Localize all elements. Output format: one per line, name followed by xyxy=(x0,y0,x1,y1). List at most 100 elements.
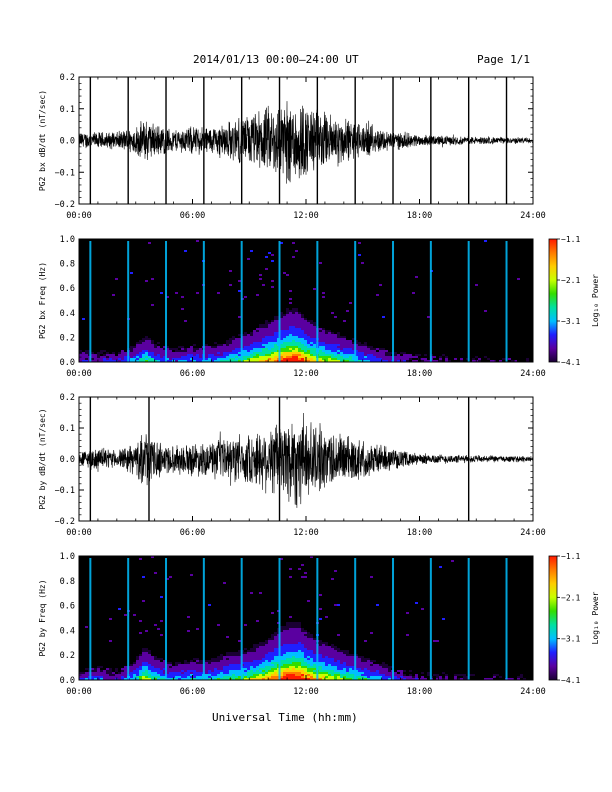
spectrogram-cell xyxy=(286,656,289,658)
spectrogram-cell xyxy=(307,676,310,678)
spectrogram-cell xyxy=(250,678,253,680)
spectrogram-cell xyxy=(151,664,154,666)
spectrogram-cell xyxy=(232,350,235,352)
spectrogram-cell xyxy=(211,676,214,678)
spectrogram-cell xyxy=(145,358,148,360)
spectrogram-cell xyxy=(124,360,127,362)
y-tick-label: 0.4 xyxy=(60,626,75,636)
spectrogram-cell xyxy=(286,352,289,354)
spectrogram-cell xyxy=(343,672,346,674)
spectrogram-cell xyxy=(289,342,292,344)
spectrogram-cell xyxy=(193,676,196,678)
spectrogram-cell xyxy=(151,340,154,342)
spectrogram-cell xyxy=(268,660,271,662)
spectrogram-cell xyxy=(328,646,331,648)
spectrogram-cell xyxy=(271,332,274,334)
spectrogram-cell xyxy=(181,352,184,354)
spectrogram-cell xyxy=(247,660,250,662)
spectrogram-cell xyxy=(262,324,265,326)
spectrogram-cell xyxy=(223,346,226,348)
spectrogram-cell xyxy=(277,638,280,640)
spectrogram-cell xyxy=(274,668,277,670)
spectrogram-cell xyxy=(268,670,271,672)
spectrogram-cell xyxy=(259,330,262,332)
spectrogram-cell xyxy=(91,356,94,358)
spectrogram-cell xyxy=(367,360,370,362)
spectrogram-cell xyxy=(271,678,274,680)
spectrogram-cell xyxy=(265,352,268,354)
spectrogram-cell xyxy=(265,358,268,360)
spectrogram-cell xyxy=(295,666,298,668)
spectrogram-cell xyxy=(301,676,304,678)
spectrogram-cell xyxy=(247,338,250,340)
spectrogram-cell xyxy=(346,668,349,670)
spectrogram-cell xyxy=(265,650,268,652)
spectrogram-cell xyxy=(394,358,397,360)
spectrogram-cell xyxy=(310,638,313,640)
spectrogram-cell xyxy=(286,320,289,322)
spectrogram-cell xyxy=(319,338,322,340)
spectrogram-cell xyxy=(274,318,277,320)
spectrogram-cell xyxy=(289,330,292,332)
spectrogram-cell xyxy=(421,360,424,362)
spectrogram-cell xyxy=(85,676,88,678)
spectrogram-cell xyxy=(244,354,247,356)
spectrogram-cell xyxy=(157,666,160,668)
spectrogram-cell xyxy=(334,660,337,662)
spectrogram-cell xyxy=(364,346,367,348)
spectrogram-cell xyxy=(310,352,313,354)
spectrogram-cell xyxy=(346,676,349,678)
spectrogram-cell xyxy=(250,664,253,666)
spectrogram-cell xyxy=(313,660,316,662)
spectrogram-cell xyxy=(343,354,346,356)
spectrogram-cell xyxy=(358,350,361,352)
spectrogram-cell xyxy=(148,242,151,244)
spectrogram-cell xyxy=(262,336,265,338)
spectrogram-cell xyxy=(133,358,136,360)
spectrogram-cell xyxy=(310,332,313,334)
spectrogram-cell xyxy=(328,676,331,678)
spectrogram-cell xyxy=(283,670,286,672)
spectrogram-cell xyxy=(82,356,85,358)
spectrogram-cell xyxy=(253,656,256,658)
spectrogram-cell xyxy=(103,676,106,678)
spectrogram-cell xyxy=(220,356,223,358)
spectrogram-cell xyxy=(277,356,280,358)
spectrogram-cell xyxy=(253,648,256,650)
spectrogram-cell xyxy=(247,356,250,358)
spectrogram-cell xyxy=(349,342,352,344)
spectrogram-cell xyxy=(412,356,415,358)
spectrogram-cell xyxy=(217,356,220,358)
spectrogram-cell xyxy=(238,672,241,674)
spectrogram-cell xyxy=(259,652,262,654)
spectrogram-cell xyxy=(205,354,208,356)
spectrogram-cell xyxy=(298,662,301,664)
spectrogram-cell xyxy=(100,676,103,678)
spectrogram-cell xyxy=(517,678,520,680)
spectrogram-cell xyxy=(256,346,259,348)
spectrogram-cell xyxy=(373,672,376,674)
spectrogram-cell xyxy=(256,328,259,330)
spectrogram-cell xyxy=(331,648,334,650)
spectrogram-cell xyxy=(253,344,256,346)
spectrogram-cell xyxy=(226,340,229,342)
spectrogram-cell xyxy=(142,350,145,352)
spectrogram-cell xyxy=(304,640,307,642)
y-axis-label: PG2 bx Freq (Hz) xyxy=(38,262,47,339)
spectrogram-cell xyxy=(331,674,334,676)
spectrogram-cell xyxy=(214,668,217,670)
spectrogram-cell xyxy=(148,672,151,674)
spectrogram-cell xyxy=(97,356,100,358)
spectrogram-cell xyxy=(277,322,280,324)
spectrogram-cell xyxy=(322,644,325,646)
spectrogram-cell xyxy=(376,348,379,350)
spectrogram-cell xyxy=(322,354,325,356)
spectrogram-cell xyxy=(217,662,220,664)
spectrogram-cell xyxy=(187,356,190,358)
spectrogram-cell xyxy=(136,676,139,678)
spectrogram-cell xyxy=(187,666,190,668)
spectrogram-cell xyxy=(433,360,436,362)
spectrogram-cell xyxy=(343,668,346,670)
spectrogram-cell xyxy=(295,326,298,328)
spectrogram-cell xyxy=(82,352,85,354)
